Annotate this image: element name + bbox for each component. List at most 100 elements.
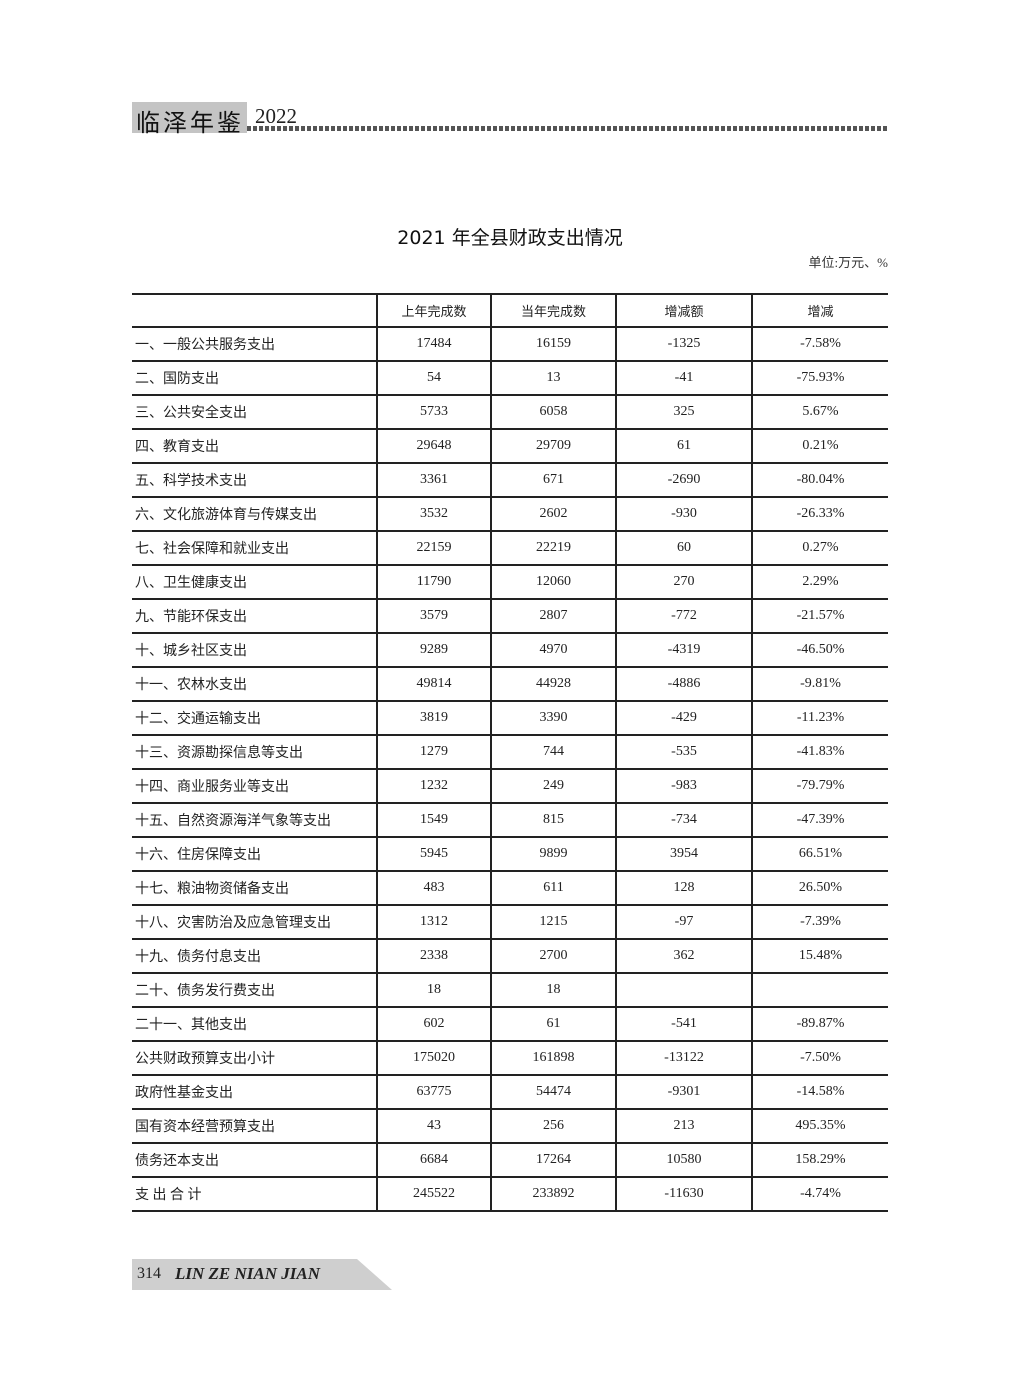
table-row: 债务还本支出 6684 17264 10580 158.29% xyxy=(132,1142,888,1178)
table-cell: 245522 xyxy=(376,1176,491,1212)
table-row: 二十一、其他支出 602 61 -541 -89.87% xyxy=(132,1006,888,1042)
table-cell: -734 xyxy=(615,802,752,838)
table-cell xyxy=(751,972,888,1008)
column-header: 增减额 xyxy=(615,293,752,328)
table-row: 十六、住房保障支出 5945 9899 3954 66.51% xyxy=(132,836,888,872)
row-label: 十七、粮油物资储备支出 xyxy=(132,870,377,906)
row-label: 公共财政预算支出小计 xyxy=(132,1040,377,1076)
table-cell: -14.58% xyxy=(751,1074,888,1110)
table-cell: 256 xyxy=(490,1108,616,1144)
table-cell: 3361 xyxy=(376,462,491,498)
table-cell: -772 xyxy=(615,598,752,634)
table-cell: 3819 xyxy=(376,700,491,736)
table-cell: 9899 xyxy=(490,836,616,872)
row-label: 十九、债务付息支出 xyxy=(132,938,377,974)
table-row: 二、国防支出 54 13 -41 -75.93% xyxy=(132,360,888,396)
table-cell: 495.35% xyxy=(751,1108,888,1144)
table-cell: 15.48% xyxy=(751,938,888,974)
table-cell: 611 xyxy=(490,870,616,906)
table-row: 六、文化旅游体育与传媒支出 3532 2602 -930 -26.33% xyxy=(132,496,888,532)
table-cell: 43 xyxy=(376,1108,491,1144)
table-header-row: 上年完成数 当年完成数 增减额 增减 xyxy=(132,293,888,328)
table-row: 国有资本经营预算支出 43 256 213 495.35% xyxy=(132,1108,888,1144)
table-cell: 66.51% xyxy=(751,836,888,872)
table-cell: 815 xyxy=(490,802,616,838)
table-cell: 1215 xyxy=(490,904,616,940)
table-cell: -541 xyxy=(615,1006,752,1042)
table-row: 十二、交通运输支出 3819 3390 -429 -11.23% xyxy=(132,700,888,736)
row-label: 八、卫生健康支出 xyxy=(132,564,377,600)
table-title: 2021 年全县财政支出情况 xyxy=(397,227,623,249)
row-label: 十八、灾害防治及应急管理支出 xyxy=(132,904,377,940)
table-cell: 10580 xyxy=(615,1142,752,1178)
table-row: 三、公共安全支出 5733 6058 325 5.67% xyxy=(132,394,888,430)
table-cell: 26.50% xyxy=(751,870,888,906)
table-cell: -4886 xyxy=(615,666,752,702)
table-row: 十一、农林水支出 49814 44928 -4886 -9.81% xyxy=(132,666,888,702)
table-row: 十三、资源勘探信息等支出 1279 744 -535 -41.83% xyxy=(132,734,888,770)
row-label: 五、科学技术支出 xyxy=(132,462,377,498)
table-row: 十四、商业服务业等支出 1232 249 -983 -79.79% xyxy=(132,768,888,804)
table-row: 九、节能环保支出 3579 2807 -772 -21.57% xyxy=(132,598,888,634)
table-cell: 602 xyxy=(376,1006,491,1042)
row-label: 支 出 合 计 xyxy=(132,1176,377,1212)
table-cell: 1312 xyxy=(376,904,491,940)
table-cell: 12060 xyxy=(490,564,616,600)
row-label: 国有资本经营预算支出 xyxy=(132,1108,377,1144)
row-label: 九、节能环保支出 xyxy=(132,598,377,634)
table-cell: 60 xyxy=(615,530,752,566)
table-cell: 6684 xyxy=(376,1142,491,1178)
table-row: 十、城乡社区支出 9289 4970 -4319 -46.50% xyxy=(132,632,888,668)
table-row: 七、社会保障和就业支出 22159 22219 60 0.27% xyxy=(132,530,888,566)
table-cell: 671 xyxy=(490,462,616,498)
row-label: 十六、住房保障支出 xyxy=(132,836,377,872)
table-row: 十七、粮油物资储备支出 483 611 128 26.50% xyxy=(132,870,888,906)
table-cell: -13122 xyxy=(615,1040,752,1076)
table-cell: 5.67% xyxy=(751,394,888,430)
table-cell: 161898 xyxy=(490,1040,616,1076)
row-label: 六、文化旅游体育与传媒支出 xyxy=(132,496,377,532)
row-label: 十四、商业服务业等支出 xyxy=(132,768,377,804)
column-header: 增减 xyxy=(751,293,888,328)
table-cell: -9.81% xyxy=(751,666,888,702)
table-cell: 2602 xyxy=(490,496,616,532)
table-cell: -11.23% xyxy=(751,700,888,736)
table-cell: 2807 xyxy=(490,598,616,634)
table-cell: -930 xyxy=(615,496,752,532)
table-cell: -80.04% xyxy=(751,462,888,498)
column-header: 上年完成数 xyxy=(376,293,491,328)
table-cell: 22159 xyxy=(376,530,491,566)
table-cell: 6058 xyxy=(490,394,616,430)
table-cell: -97 xyxy=(615,904,752,940)
table-cell: -9301 xyxy=(615,1074,752,1110)
table-cell: 233892 xyxy=(490,1176,616,1212)
table-cell: 4970 xyxy=(490,632,616,668)
table-cell: -1325 xyxy=(615,326,752,362)
row-label: 三、公共安全支出 xyxy=(132,394,377,430)
table-cell: 5945 xyxy=(376,836,491,872)
table-cell: 54 xyxy=(376,360,491,396)
table-cell: 5733 xyxy=(376,394,491,430)
table-cell: 18 xyxy=(376,972,491,1008)
header-title-background xyxy=(132,102,247,133)
row-label: 政府性基金支出 xyxy=(132,1074,377,1110)
table-cell: 54474 xyxy=(490,1074,616,1110)
table-cell: 128 xyxy=(615,870,752,906)
header-decorative-rule xyxy=(247,126,888,131)
table-cell: 158.29% xyxy=(751,1142,888,1178)
table-cell: 483 xyxy=(376,870,491,906)
table-cell: 2.29% xyxy=(751,564,888,600)
row-label: 一、一般公共服务支出 xyxy=(132,326,377,362)
table-cell: -41 xyxy=(615,360,752,396)
table-cell: 2700 xyxy=(490,938,616,974)
table-cell: 1232 xyxy=(376,768,491,804)
table-cell: 44928 xyxy=(490,666,616,702)
table-row: 二十、债务发行费支出 18 18 xyxy=(132,972,888,1008)
column-header xyxy=(132,293,377,328)
row-label: 债务还本支出 xyxy=(132,1142,377,1178)
table-cell: 9289 xyxy=(376,632,491,668)
row-label: 七、社会保障和就业支出 xyxy=(132,530,377,566)
table-cell: 744 xyxy=(490,734,616,770)
row-label: 十二、交通运输支出 xyxy=(132,700,377,736)
row-label: 二十一、其他支出 xyxy=(132,1006,377,1042)
